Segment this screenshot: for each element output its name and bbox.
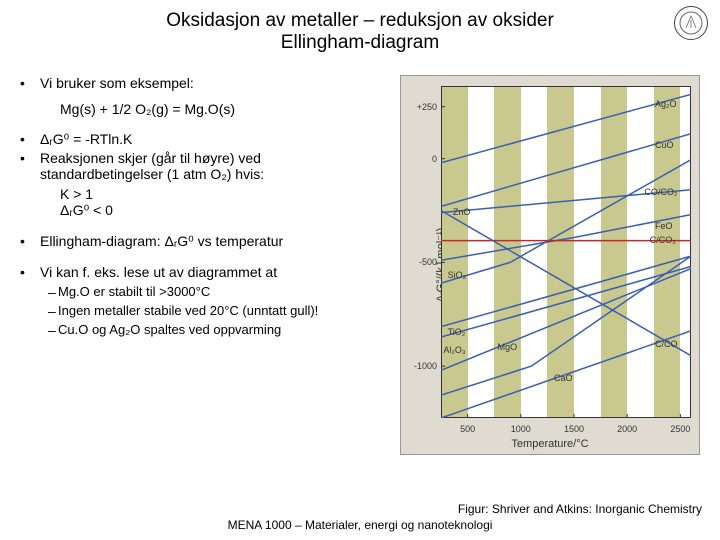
bullet-reaction: Reaksjonen skjer (går til høyre) ved sta… <box>40 150 380 182</box>
bullet-deltag: ΔᵣG⁰ = -RTln.K <box>40 131 380 148</box>
dash-mgo: Mg.O er stabilt til >3000°C <box>48 284 380 300</box>
series-label: ZnO <box>453 207 471 217</box>
x-tick: 1500 <box>564 424 584 434</box>
x-tick: 2500 <box>670 424 690 434</box>
series-label: CaO <box>554 373 573 383</box>
figure-caption: Figur: Shriver and Atkins: Inorganic Che… <box>458 502 702 516</box>
series-label: C/CO <box>655 339 678 349</box>
dash: – <box>20 303 48 319</box>
x-axis-label: Temperature/°C <box>511 438 588 450</box>
seal-icon <box>674 6 708 40</box>
y-tick: -1000 <box>401 361 437 371</box>
series-label: Al₂O₃ <box>443 345 465 355</box>
cond-g: ΔᵣG⁰ < 0 <box>20 202 380 219</box>
text-content: • Vi bruker som eksempel: Mg(s) + 1/2 O₂… <box>20 75 380 338</box>
plot-area: Ag₂O CuO CO/CO₂ ZnO FeO C/CO₂ SiO₂ TiO₂ Al₂O₃ MgO… <box>441 86 691 418</box>
bullet-ellingham: Ellingham-diagram: ΔᵣG⁰ vs temperatur <box>40 233 380 250</box>
bullet-dot: • <box>20 75 40 91</box>
series-label: CuO <box>655 140 674 150</box>
x-tick: 2000 <box>617 424 637 434</box>
series-label: Ag₂O <box>655 99 677 109</box>
x-tick: 1000 <box>511 424 531 434</box>
bullet-dot: • <box>20 233 40 250</box>
bullet-read: Vi kan f. eks. lese ut av diagrammet at <box>40 264 380 280</box>
y-tick: -500 <box>401 257 437 267</box>
y-tick: 0 <box>401 154 437 164</box>
series-label: C/CO₂ <box>650 235 676 245</box>
series-label: TiO₂ <box>448 327 466 337</box>
dash: – <box>20 284 48 300</box>
series-label: SiO₂ <box>448 270 467 280</box>
footer-text: MENA 1000 – Materialer, energi og nanote… <box>0 518 720 532</box>
bullet-dot: • <box>20 150 40 182</box>
bullet-dot: • <box>20 131 40 148</box>
x-tick: 500 <box>460 424 475 434</box>
bullet-dot: • <box>20 264 40 280</box>
ellingham-chart: ΔᵣG°/(kJ mol⁻¹) Temperature/°C Ag₂OCuOCO… <box>400 75 700 455</box>
title-block: Oksidasjon av metaller – reduksjon av ok… <box>0 0 720 54</box>
bullet-example: Vi bruker som eksempel: <box>40 75 380 91</box>
dash-metals: Ingen metaller stabile ved 20°C (unntatt… <box>48 303 380 319</box>
series-label: CO/CO₂ <box>644 187 677 197</box>
slide-subtitle: Ellingham-diagram <box>0 32 720 54</box>
y-tick: +250 <box>401 102 437 112</box>
dash: – <box>20 322 48 338</box>
series-label: FeO <box>655 221 673 231</box>
dash-cuo: Cu.O og Ag₂O spaltes ved oppvarming <box>48 322 380 338</box>
series-label: MgO <box>498 342 518 352</box>
cond-k: K > 1 <box>20 186 380 202</box>
slide-title: Oksidasjon av metaller – reduksjon av ok… <box>0 10 720 32</box>
equation: Mg(s) + 1/2 O₂(g) = Mg.O(s) <box>20 101 380 117</box>
